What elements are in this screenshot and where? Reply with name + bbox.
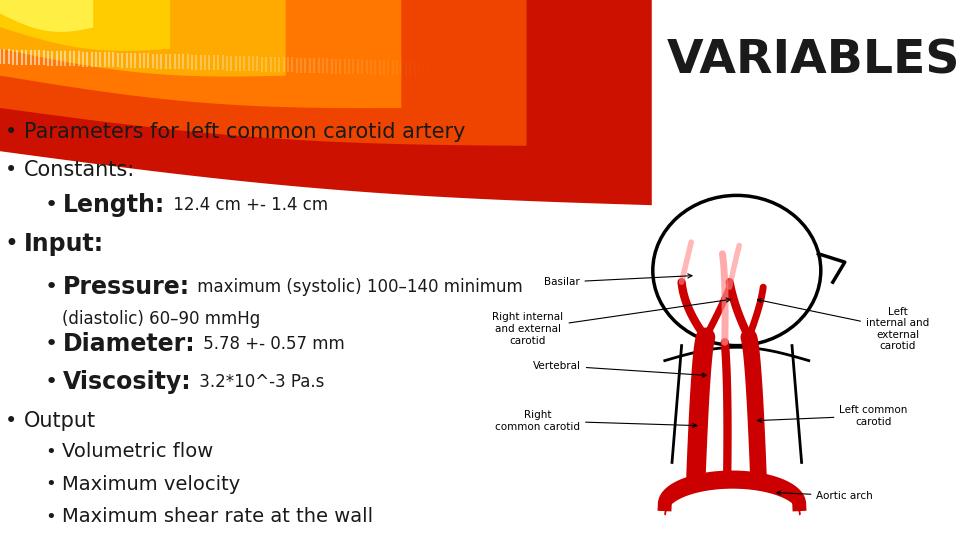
Text: Left common
carotid: Left common carotid	[757, 405, 908, 427]
Text: Maximum shear rate at the wall: Maximum shear rate at the wall	[62, 507, 373, 526]
Text: •: •	[45, 443, 56, 461]
Polygon shape	[0, 0, 526, 146]
Polygon shape	[0, 0, 286, 77]
Text: Right internal
and external
carotid: Right internal and external carotid	[492, 298, 731, 346]
Text: 12.4 cm +- 1.4 cm: 12.4 cm +- 1.4 cm	[168, 196, 327, 214]
Text: Input:: Input:	[24, 232, 104, 256]
Text: Vertebral: Vertebral	[533, 361, 707, 377]
Text: •: •	[45, 195, 59, 215]
Polygon shape	[0, 0, 93, 32]
Text: Output: Output	[24, 411, 96, 431]
Text: Constants:: Constants:	[24, 160, 135, 180]
Text: maximum (systolic) 100–140 minimum: maximum (systolic) 100–140 minimum	[192, 278, 523, 296]
Text: (diastolic) 60–90 mmHg: (diastolic) 60–90 mmHg	[62, 309, 261, 328]
Text: 3.2*10^-3 Pa.s: 3.2*10^-3 Pa.s	[194, 373, 324, 391]
Ellipse shape	[653, 195, 821, 346]
Text: •: •	[5, 411, 17, 431]
Polygon shape	[0, 0, 401, 108]
Text: •: •	[45, 372, 59, 392]
Text: •: •	[45, 475, 56, 494]
Polygon shape	[0, 0, 652, 205]
Text: Pressure:: Pressure:	[62, 275, 189, 299]
Polygon shape	[0, 0, 170, 51]
Text: •: •	[5, 160, 17, 180]
Text: Diameter:: Diameter:	[62, 332, 195, 356]
Text: VARIABLES: VARIABLES	[667, 39, 960, 84]
Text: Aortic arch: Aortic arch	[777, 491, 874, 501]
Text: Parameters for left common carotid artery: Parameters for left common carotid arter…	[24, 122, 466, 143]
Text: Basilar: Basilar	[543, 274, 692, 287]
Text: •: •	[45, 334, 59, 354]
Text: •: •	[45, 508, 56, 526]
Text: •: •	[5, 232, 18, 256]
Text: Maximum velocity: Maximum velocity	[62, 475, 241, 494]
Text: Length:: Length:	[62, 193, 165, 217]
Text: •: •	[5, 122, 17, 143]
Text: Left
internal and
external
carotid: Left internal and external carotid	[757, 299, 929, 352]
Text: 5.78 +- 0.57 mm: 5.78 +- 0.57 mm	[198, 335, 345, 353]
Text: •: •	[45, 277, 59, 298]
Text: Volumetric flow: Volumetric flow	[62, 442, 214, 462]
Text: Right
common carotid: Right common carotid	[495, 410, 697, 431]
Text: Viscosity:: Viscosity:	[62, 370, 191, 394]
